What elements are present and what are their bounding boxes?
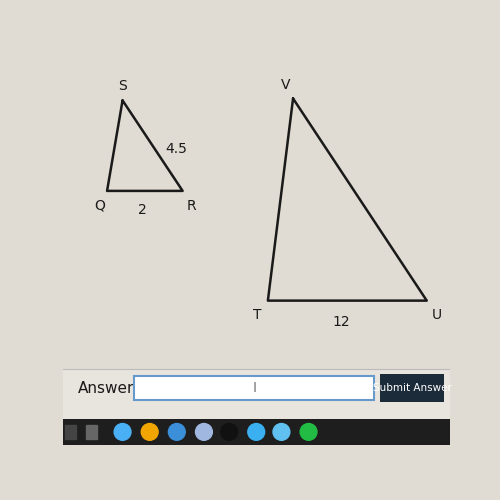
Text: 12: 12	[332, 315, 350, 329]
Text: Answer:: Answer:	[78, 380, 139, 396]
Bar	[62, 419, 450, 445]
Text: 2: 2	[138, 203, 146, 217]
Circle shape	[168, 424, 185, 440]
Text: Q: Q	[94, 198, 105, 212]
Bar	[86, 424, 97, 439]
Text: I: I	[252, 381, 256, 395]
Text: 4.5: 4.5	[165, 142, 187, 156]
Text: R: R	[186, 198, 196, 212]
Circle shape	[273, 424, 290, 440]
FancyBboxPatch shape	[134, 376, 374, 400]
FancyBboxPatch shape	[380, 374, 444, 402]
Text: U: U	[432, 308, 442, 322]
Bar	[62, 369, 450, 445]
Circle shape	[220, 424, 238, 440]
Circle shape	[248, 424, 264, 440]
Text: Submit Answer: Submit Answer	[373, 383, 452, 393]
Circle shape	[300, 424, 317, 440]
Circle shape	[114, 424, 131, 440]
Text: T: T	[253, 308, 262, 322]
Text: V: V	[282, 78, 291, 92]
Circle shape	[142, 424, 158, 440]
Bar	[65, 424, 76, 439]
Text: S: S	[118, 80, 127, 94]
Circle shape	[196, 424, 212, 440]
